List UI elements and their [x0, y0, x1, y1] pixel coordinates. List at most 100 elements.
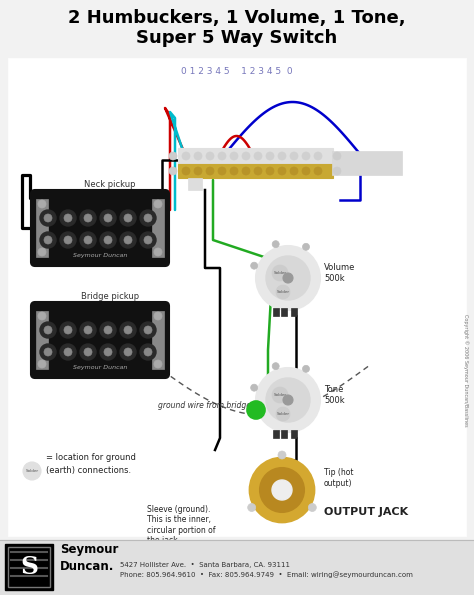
- Circle shape: [64, 214, 72, 222]
- Circle shape: [120, 210, 136, 226]
- Circle shape: [154, 312, 162, 320]
- Circle shape: [104, 214, 112, 222]
- Circle shape: [144, 348, 152, 356]
- Text: Sleeve (ground).
This is the inner,
circular portion of
the jack: Sleeve (ground). This is the inner, circ…: [147, 505, 216, 545]
- Text: Solder: Solder: [276, 412, 290, 416]
- Circle shape: [333, 167, 341, 175]
- Text: Solder: Solder: [273, 393, 287, 397]
- Circle shape: [242, 152, 250, 160]
- Circle shape: [256, 246, 320, 310]
- Bar: [273, 430, 279, 438]
- Circle shape: [308, 503, 316, 512]
- Circle shape: [290, 167, 298, 175]
- Bar: [0, 540, 474, 595]
- Circle shape: [278, 451, 286, 459]
- Circle shape: [272, 480, 292, 500]
- Text: Bridge pickup: Bridge pickup: [81, 292, 139, 301]
- Circle shape: [144, 326, 152, 334]
- Circle shape: [44, 236, 52, 244]
- Text: Solder: Solder: [273, 271, 287, 275]
- Circle shape: [60, 210, 76, 226]
- Bar: [5, 544, 53, 590]
- Circle shape: [314, 167, 322, 175]
- Text: ground wire from bridge: ground wire from bridge: [158, 400, 251, 409]
- Circle shape: [302, 152, 310, 160]
- Text: 5427 Hollister Ave.  •  Santa Barbara, CA. 93111
Phone: 805.964.9610  •  Fax: 80: 5427 Hollister Ave. • Santa Barbara, CA.…: [120, 562, 413, 578]
- Circle shape: [248, 503, 255, 512]
- Circle shape: [283, 395, 293, 405]
- Circle shape: [100, 344, 116, 360]
- Circle shape: [80, 322, 96, 338]
- Text: Seymour
Duncan.: Seymour Duncan.: [60, 543, 118, 572]
- Circle shape: [144, 214, 152, 222]
- Circle shape: [40, 210, 56, 226]
- Circle shape: [250, 458, 314, 522]
- Bar: [281, 308, 287, 316]
- Text: Neck pickup: Neck pickup: [84, 180, 136, 189]
- Text: Seymour Duncan: Seymour Duncan: [73, 253, 127, 258]
- Text: Solder: Solder: [26, 469, 38, 473]
- Circle shape: [302, 365, 310, 372]
- Circle shape: [206, 152, 214, 160]
- Circle shape: [314, 152, 322, 160]
- Text: 2 Humbuckers, 1 Volume, 1 Tone,
Super 5 Way Switch: 2 Humbuckers, 1 Volume, 1 Tone, Super 5 …: [68, 8, 406, 48]
- Text: OUTPUT JACK: OUTPUT JACK: [324, 507, 408, 517]
- Circle shape: [100, 210, 116, 226]
- Circle shape: [120, 322, 136, 338]
- Circle shape: [169, 152, 177, 160]
- Bar: [291, 308, 297, 316]
- Circle shape: [38, 312, 46, 320]
- Circle shape: [218, 152, 226, 160]
- Text: Copyright © 2006 Seymour Duncan/Basslines: Copyright © 2006 Seymour Duncan/Bassline…: [463, 314, 469, 426]
- Bar: [291, 430, 297, 438]
- Circle shape: [84, 348, 92, 356]
- Text: Tone
500k: Tone 500k: [324, 386, 345, 405]
- Circle shape: [140, 232, 156, 248]
- Circle shape: [23, 462, 41, 480]
- Circle shape: [80, 344, 96, 360]
- Bar: [18, 452, 176, 490]
- Circle shape: [140, 344, 156, 360]
- Circle shape: [100, 232, 116, 248]
- Circle shape: [104, 326, 112, 334]
- Circle shape: [60, 232, 76, 248]
- Circle shape: [230, 152, 238, 160]
- Circle shape: [276, 285, 290, 299]
- Bar: [178, 164, 333, 178]
- Circle shape: [64, 236, 72, 244]
- Circle shape: [40, 232, 56, 248]
- Circle shape: [104, 236, 112, 244]
- Circle shape: [266, 152, 274, 160]
- Text: = location for ground
(earth) connections.: = location for ground (earth) connection…: [46, 453, 136, 475]
- Circle shape: [182, 167, 190, 175]
- Circle shape: [38, 360, 46, 368]
- Circle shape: [38, 248, 46, 256]
- Circle shape: [84, 236, 92, 244]
- Circle shape: [124, 326, 132, 334]
- Circle shape: [194, 167, 202, 175]
- Circle shape: [272, 363, 279, 369]
- Text: 0 1 2 3 4 5    1 2 3 4 5  0: 0 1 2 3 4 5 1 2 3 4 5 0: [181, 67, 293, 77]
- Circle shape: [272, 240, 279, 248]
- Circle shape: [266, 256, 310, 300]
- Circle shape: [80, 232, 96, 248]
- Circle shape: [120, 232, 136, 248]
- Circle shape: [40, 322, 56, 338]
- Text: Seymour Duncan: Seymour Duncan: [73, 365, 127, 371]
- Circle shape: [44, 348, 52, 356]
- Circle shape: [40, 344, 56, 360]
- Circle shape: [169, 167, 177, 175]
- Circle shape: [100, 322, 116, 338]
- Circle shape: [64, 326, 72, 334]
- Circle shape: [44, 326, 52, 334]
- Bar: [8, 58, 466, 536]
- FancyBboxPatch shape: [31, 190, 169, 266]
- Bar: [8, 547, 50, 587]
- Bar: [152, 311, 164, 369]
- Text: Solder: Solder: [276, 290, 290, 294]
- Text: S: S: [20, 555, 38, 579]
- Bar: [152, 199, 164, 257]
- Circle shape: [333, 152, 341, 160]
- Bar: [273, 308, 279, 316]
- Circle shape: [272, 387, 288, 403]
